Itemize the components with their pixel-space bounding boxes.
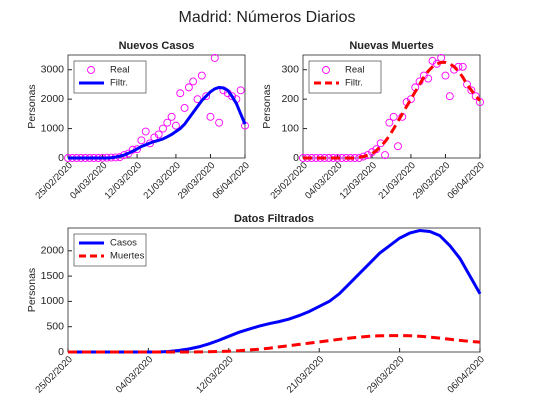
data-point <box>141 127 150 136</box>
data-point <box>154 130 163 139</box>
y-tick-label: 1500 <box>41 270 65 282</box>
data-point <box>467 86 476 95</box>
legend-label: Real <box>345 65 365 76</box>
data-point <box>197 71 206 80</box>
legend-box <box>308 60 382 94</box>
legend-marker <box>87 66 95 74</box>
y-tick-label: 2000 <box>41 93 65 105</box>
y-tick-label: 1000 <box>41 122 65 134</box>
y-tick-label: 0 <box>293 152 299 164</box>
legend-label: Muertes <box>110 251 145 262</box>
data-point <box>159 124 167 133</box>
data-point <box>202 92 211 101</box>
series-line <box>68 85 247 160</box>
y-axis-label: Personas <box>261 84 273 128</box>
legend-marker <box>322 66 330 74</box>
y-tick-label: 200 <box>281 93 299 105</box>
data-point <box>381 151 389 160</box>
x-tick-label: 12/03/2020 <box>194 354 235 395</box>
data-point <box>171 121 180 130</box>
data-point <box>215 118 224 127</box>
subplot-title: Nuevos Casos <box>119 40 195 52</box>
y-tick-label: 500 <box>46 320 64 332</box>
x-tick-label: 04/03/2020 <box>114 354 155 395</box>
data-point <box>210 53 219 62</box>
axes-box <box>67 227 481 353</box>
y-tick-label: 100 <box>281 122 299 134</box>
x-tick-label: 06/04/2020 <box>211 160 252 201</box>
data-point <box>176 89 185 98</box>
data-point <box>437 53 446 62</box>
axes-box <box>67 54 246 159</box>
data-point <box>228 92 236 101</box>
subplot-title: Nuevas Muertes <box>349 40 433 52</box>
data-point <box>385 118 394 127</box>
data-point <box>163 118 172 127</box>
data-point <box>389 112 398 121</box>
legend-label: Filtr. <box>345 78 363 89</box>
series-line <box>68 334 481 354</box>
data-point <box>458 62 467 71</box>
data-point <box>428 56 437 65</box>
data-point <box>180 104 189 112</box>
y-tick-label: 1000 <box>41 295 65 307</box>
x-tick-label: 21/03/2020 <box>285 354 326 395</box>
legend-label: Filtr. <box>110 78 128 89</box>
x-tick-label: 12/03/2020 <box>338 160 379 201</box>
data-point <box>137 136 146 145</box>
y-axis-label: Personas <box>26 84 38 128</box>
y-tick-label: 0 <box>58 346 64 358</box>
data-point <box>193 95 202 104</box>
data-point <box>406 95 415 104</box>
data-point <box>189 77 198 86</box>
x-tick-label: 06/04/2020 <box>446 354 487 395</box>
legend-box <box>73 60 147 94</box>
data-point <box>415 77 424 86</box>
data-point <box>167 112 176 121</box>
figure-title: Madrid: Números Diarios <box>179 9 356 26</box>
y-axis-label: Personas <box>26 268 38 312</box>
data-point <box>236 86 245 95</box>
y-tick-label: 0 <box>58 152 64 164</box>
data-point <box>445 92 454 101</box>
subplot-title: Datos Filtrados <box>234 213 314 225</box>
data-point <box>206 112 215 121</box>
x-tick-label: 12/03/2020 <box>103 160 144 201</box>
series-line <box>68 228 482 354</box>
data-point <box>441 71 450 80</box>
y-tick-label: 300 <box>281 63 299 75</box>
data-point <box>463 80 471 89</box>
legend-box <box>73 233 147 267</box>
x-tick-label: 29/03/2020 <box>365 354 406 395</box>
legend-label: Casos <box>110 238 137 249</box>
data-point <box>184 83 193 92</box>
x-tick-label: 06/04/2020 <box>446 160 487 201</box>
axes-box <box>302 54 481 159</box>
series-line <box>303 60 482 160</box>
data-point <box>394 142 402 151</box>
data-point <box>471 92 480 101</box>
x-tick-label: 25/02/2020 <box>34 354 75 395</box>
y-tick-label: 3000 <box>41 63 65 75</box>
legend-label: Real <box>110 65 130 76</box>
y-tick-label: 2000 <box>41 245 65 257</box>
